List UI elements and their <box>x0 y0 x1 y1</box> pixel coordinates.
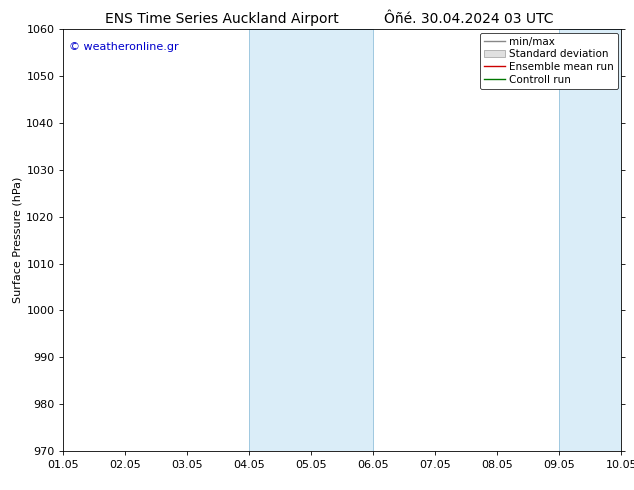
Text: © weatheronline.gr: © weatheronline.gr <box>69 42 179 52</box>
Bar <box>559 29 634 451</box>
Bar <box>249 29 373 451</box>
Text: Ôñé. 30.04.2024 03 UTC: Ôñé. 30.04.2024 03 UTC <box>384 12 554 26</box>
Y-axis label: Surface Pressure (hPa): Surface Pressure (hPa) <box>12 177 22 303</box>
Legend: min/max, Standard deviation, Ensemble mean run, Controll run: min/max, Standard deviation, Ensemble me… <box>480 32 618 89</box>
Text: ENS Time Series Auckland Airport: ENS Time Series Auckland Airport <box>105 12 339 26</box>
